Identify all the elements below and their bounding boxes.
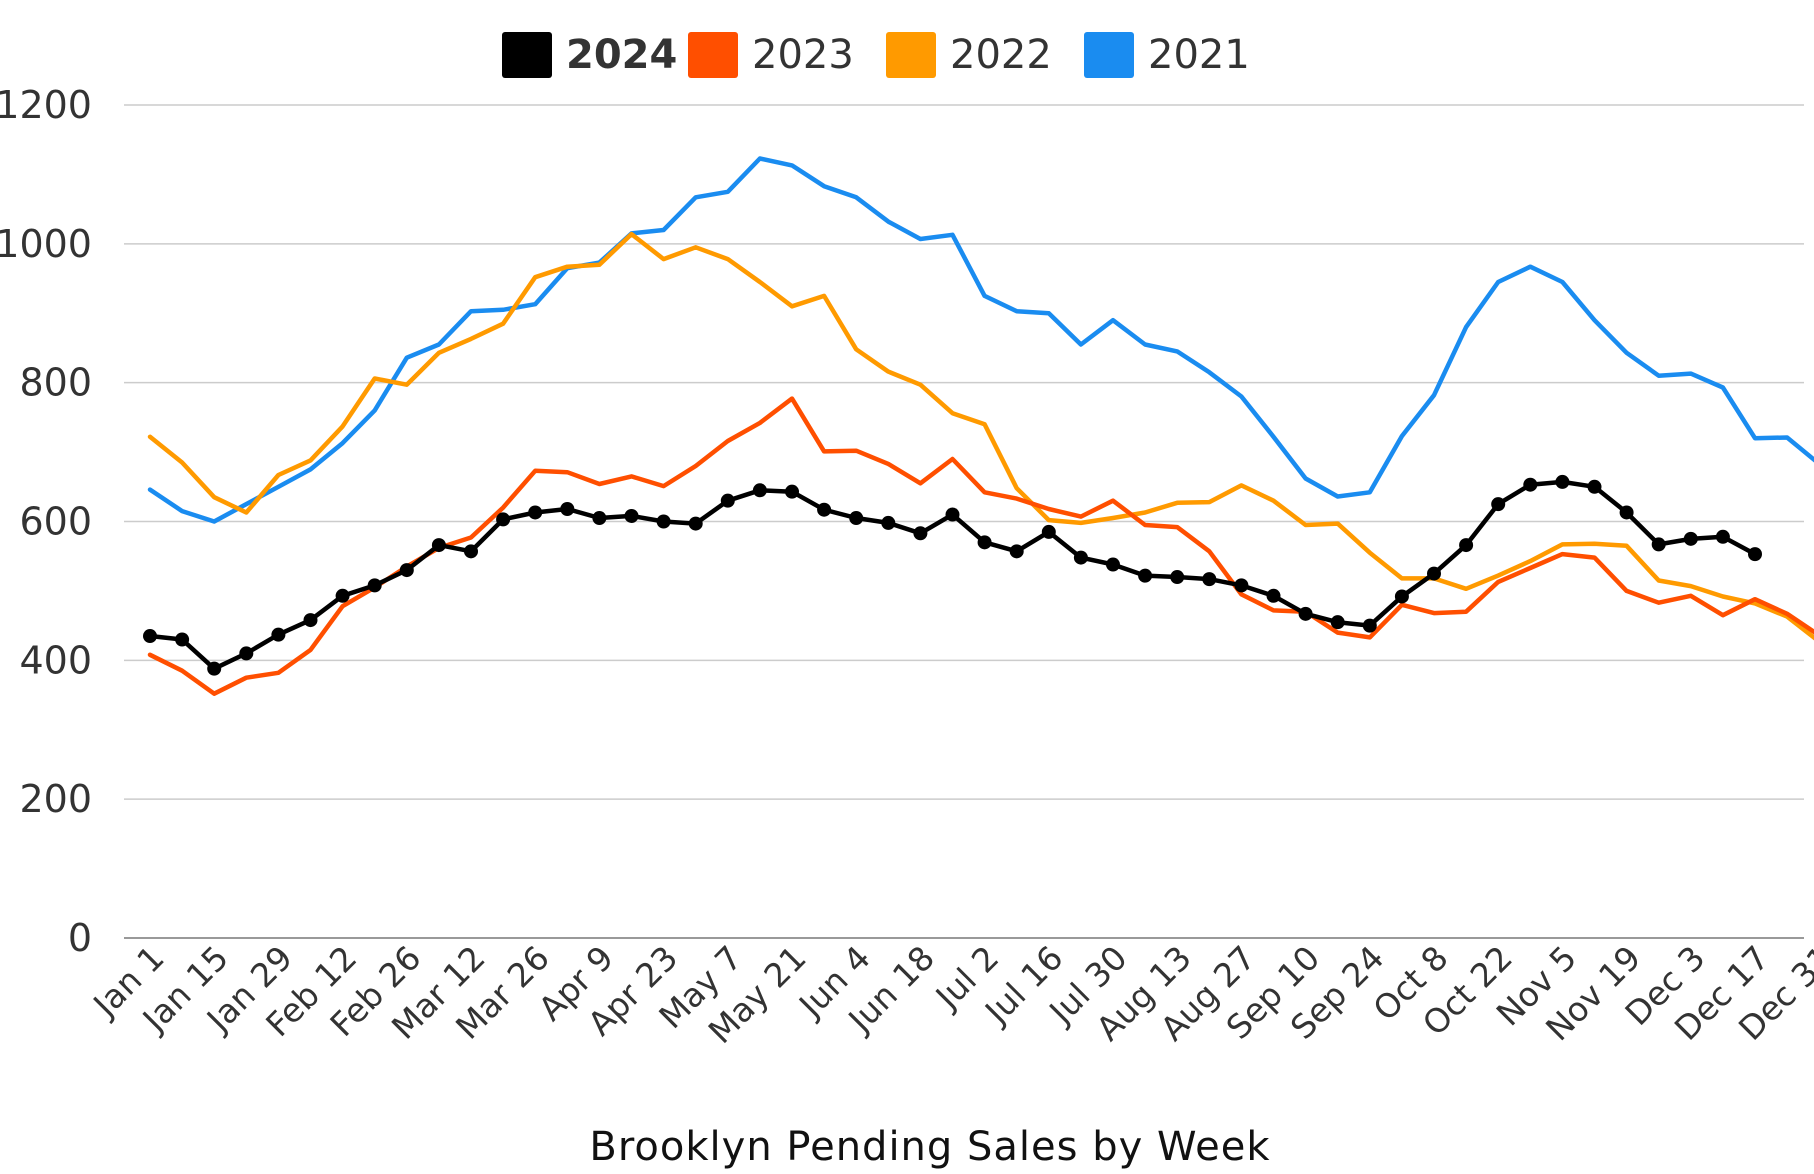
data-point bbox=[496, 512, 511, 527]
legend-label: 2023 bbox=[752, 32, 854, 78]
legend: 2024 2023 2022 2021 bbox=[502, 32, 1250, 78]
data-point bbox=[1170, 570, 1185, 585]
data-point bbox=[399, 563, 414, 578]
legend-item-2022: 2022 bbox=[886, 32, 1052, 78]
legend-label: 2024 bbox=[566, 32, 677, 78]
legend-swatch bbox=[1084, 32, 1134, 78]
y-tick-label: 600 bbox=[19, 500, 92, 544]
data-point bbox=[624, 508, 639, 523]
data-point bbox=[143, 629, 157, 644]
data-point bbox=[817, 502, 832, 517]
data-point bbox=[239, 646, 254, 661]
series-line-2021 bbox=[147, 156, 1814, 524]
series-2021 bbox=[147, 156, 1814, 524]
data-point bbox=[881, 515, 896, 530]
legend-label: 2021 bbox=[1148, 32, 1250, 78]
data-point bbox=[1715, 529, 1730, 544]
data-point bbox=[175, 632, 190, 647]
data-point bbox=[335, 588, 350, 603]
data-point bbox=[1106, 557, 1120, 572]
data-point bbox=[1619, 505, 1634, 520]
data-point bbox=[945, 507, 960, 522]
data-point bbox=[464, 544, 478, 559]
data-point bbox=[1009, 544, 1024, 559]
data-point bbox=[1427, 566, 1441, 581]
data-point bbox=[207, 661, 222, 676]
data-point bbox=[1234, 578, 1249, 593]
data-point bbox=[656, 514, 671, 529]
y-tick-label: 800 bbox=[19, 361, 92, 405]
data-point bbox=[1202, 572, 1217, 587]
legend-item-2021: 2021 bbox=[1084, 32, 1250, 78]
data-point bbox=[367, 578, 382, 593]
data-point bbox=[785, 484, 799, 499]
data-point bbox=[1748, 547, 1762, 562]
data-point bbox=[1330, 615, 1345, 630]
data-point bbox=[1587, 479, 1602, 494]
data-point bbox=[1362, 618, 1377, 633]
data-point bbox=[1298, 606, 1313, 621]
y-tick-label: 400 bbox=[19, 638, 92, 682]
x-axis-title: Brooklyn Pending Sales by Week bbox=[589, 1124, 1270, 1170]
legend-item-2023: 2023 bbox=[688, 32, 854, 78]
data-point bbox=[752, 483, 767, 498]
series-lines bbox=[143, 156, 1814, 696]
data-point bbox=[849, 511, 864, 526]
y-tick-label: 200 bbox=[19, 777, 92, 821]
data-point bbox=[303, 613, 318, 628]
legend-label: 2022 bbox=[950, 32, 1052, 78]
data-point bbox=[592, 511, 607, 526]
data-point bbox=[560, 502, 575, 517]
data-point bbox=[1555, 474, 1570, 489]
data-point bbox=[1491, 497, 1506, 512]
legend-swatch bbox=[886, 32, 936, 78]
data-point bbox=[720, 493, 735, 508]
y-tick-label: 1200 bbox=[0, 83, 92, 127]
data-point bbox=[1651, 537, 1666, 552]
data-point bbox=[431, 538, 446, 553]
data-point bbox=[1394, 589, 1409, 604]
legend-item-2024: 2024 bbox=[502, 32, 677, 78]
data-point bbox=[271, 627, 286, 642]
data-point bbox=[1683, 531, 1698, 546]
data-point bbox=[913, 526, 928, 541]
data-point bbox=[1523, 477, 1538, 492]
gridlines bbox=[124, 104, 1804, 939]
data-point bbox=[1073, 550, 1088, 565]
y-tick-label: 1000 bbox=[0, 222, 92, 266]
series-2022 bbox=[147, 231, 1814, 641]
data-point bbox=[1266, 588, 1281, 603]
legend-swatch bbox=[688, 32, 738, 78]
series-line-2022 bbox=[147, 231, 1814, 641]
data-point bbox=[528, 505, 543, 520]
data-point bbox=[1459, 538, 1474, 553]
data-point bbox=[977, 535, 992, 550]
data-point bbox=[1138, 568, 1153, 583]
data-point bbox=[1041, 524, 1056, 539]
data-point bbox=[688, 516, 703, 531]
legend-swatch bbox=[502, 32, 552, 78]
y-axis-ticks: 0 200 400 600 800 1000 1200 bbox=[0, 83, 92, 960]
y-tick-label: 0 bbox=[68, 916, 92, 960]
series-2024 bbox=[143, 474, 1762, 676]
